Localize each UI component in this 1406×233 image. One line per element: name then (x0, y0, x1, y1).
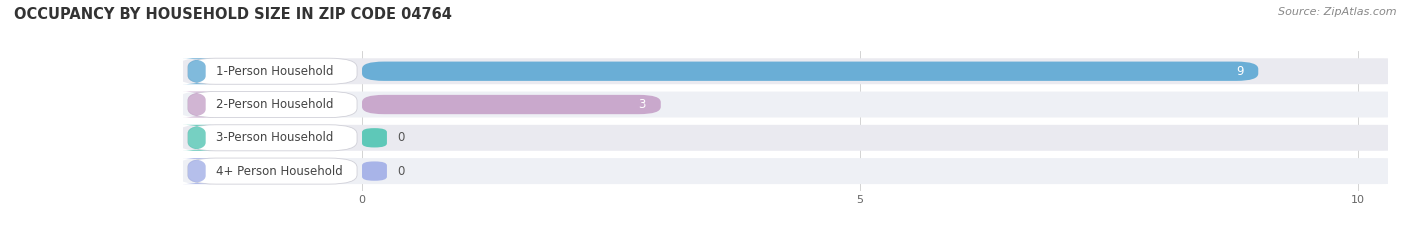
Text: 9: 9 (1236, 65, 1243, 78)
FancyBboxPatch shape (361, 128, 387, 147)
FancyBboxPatch shape (188, 158, 357, 184)
FancyBboxPatch shape (177, 58, 1406, 84)
FancyBboxPatch shape (361, 95, 661, 114)
FancyBboxPatch shape (188, 125, 357, 151)
FancyBboxPatch shape (361, 62, 1258, 81)
Text: 0: 0 (396, 131, 405, 144)
FancyBboxPatch shape (181, 58, 212, 84)
FancyBboxPatch shape (181, 158, 212, 184)
FancyBboxPatch shape (181, 125, 212, 151)
Text: Source: ZipAtlas.com: Source: ZipAtlas.com (1278, 7, 1396, 17)
FancyBboxPatch shape (188, 58, 357, 84)
Text: 0: 0 (396, 164, 405, 178)
Text: 3-Person Household: 3-Person Household (215, 131, 333, 144)
Text: OCCUPANCY BY HOUSEHOLD SIZE IN ZIP CODE 04764: OCCUPANCY BY HOUSEHOLD SIZE IN ZIP CODE … (14, 7, 451, 22)
Text: 4+ Person Household: 4+ Person Household (215, 164, 343, 178)
FancyBboxPatch shape (177, 125, 1406, 151)
Text: 3: 3 (638, 98, 645, 111)
FancyBboxPatch shape (177, 158, 1406, 184)
FancyBboxPatch shape (361, 161, 387, 181)
FancyBboxPatch shape (181, 92, 212, 118)
FancyBboxPatch shape (177, 92, 1406, 117)
Text: 1-Person Household: 1-Person Household (215, 65, 333, 78)
Text: 2-Person Household: 2-Person Household (215, 98, 333, 111)
FancyBboxPatch shape (188, 92, 357, 118)
